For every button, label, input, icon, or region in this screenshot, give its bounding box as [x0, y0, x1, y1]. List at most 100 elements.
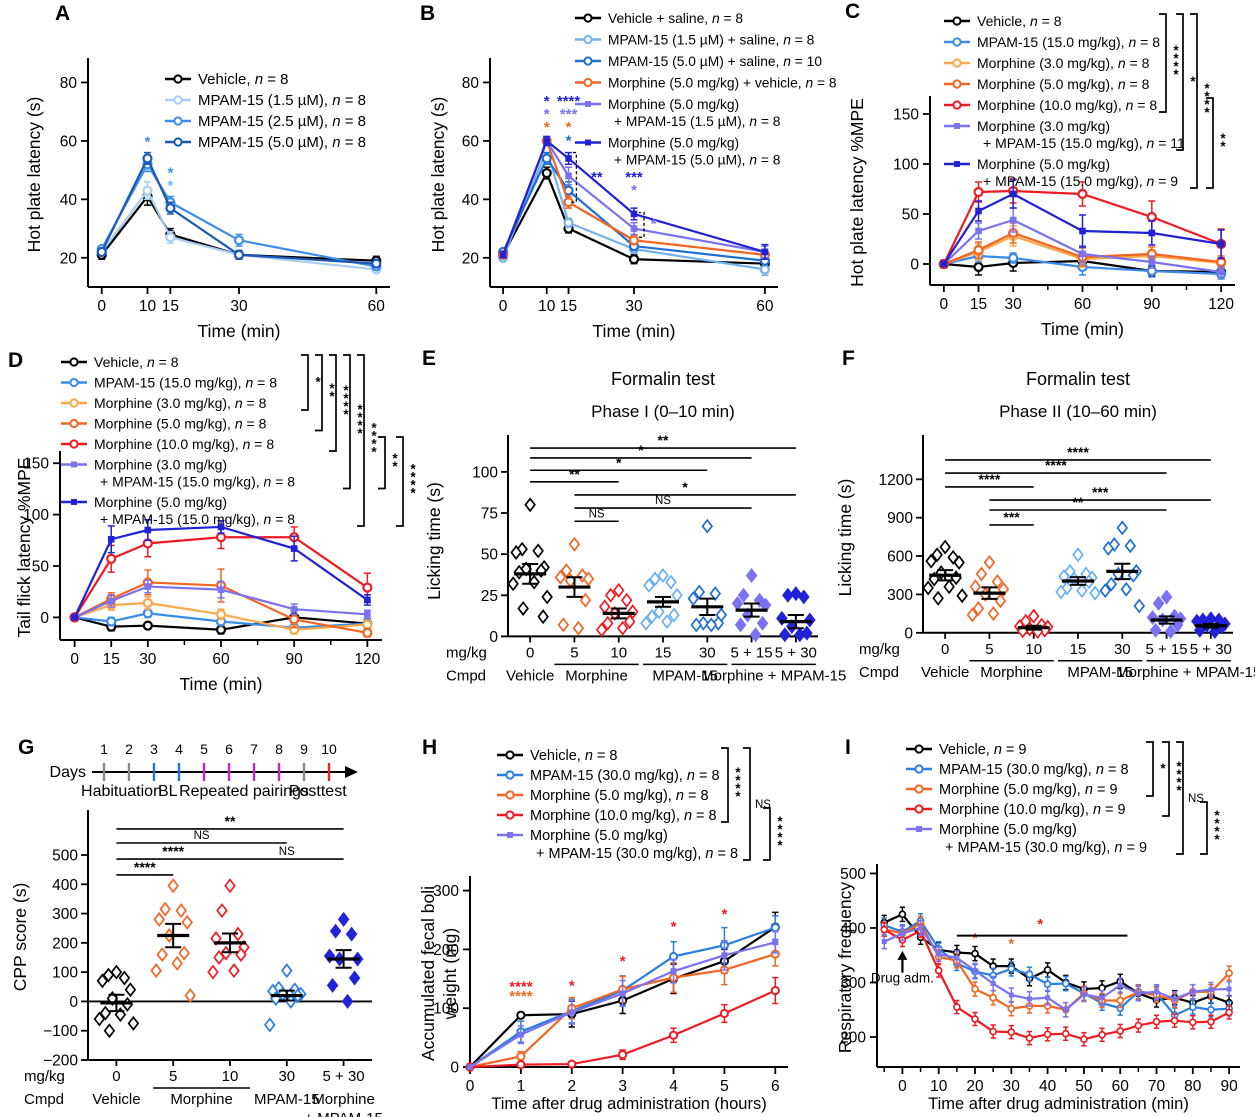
svg-text:mg/kg: mg/kg	[24, 1068, 65, 1085]
panel-B: 20 40 60 80 0 10 15 30 60 Hot plate latency (s) Ti…	[420, 0, 837, 345]
svg-text:30: 30	[139, 651, 157, 668]
svg-text:70: 70	[1148, 1078, 1166, 1095]
svg-text:*: *	[566, 132, 572, 149]
svg-text:*: *	[329, 389, 335, 404]
panel-F: 0 300 600 900 1200 Licking time (s) Formalin t…	[835, 345, 1255, 690]
svg-text:30: 30	[1005, 296, 1023, 313]
svg-text:200: 200	[52, 935, 78, 952]
svg-text:15: 15	[655, 644, 672, 661]
svg-text:Morphine (5.0 mg/kg), n = 9: Morphine (5.0 mg/kg), n = 9	[939, 782, 1118, 798]
svg-text:****: ****	[134, 859, 156, 875]
svg-text:60: 60	[1074, 296, 1092, 313]
svg-text:*: *	[329, 381, 335, 396]
svg-text:Tail flick latency %MPE: Tail flick latency %MPE	[14, 458, 34, 638]
svg-text:5 + 30: 5 + 30	[775, 644, 817, 661]
panel-letter-A: A	[55, 2, 71, 25]
svg-text:Morphine (5.0 mg/kg): Morphine (5.0 mg/kg)	[608, 97, 739, 112]
svg-text:Hot plate latency (s): Hot plate latency (s)	[428, 97, 448, 253]
series-4	[881, 920, 1232, 1018]
svg-text:1200: 1200	[879, 472, 914, 489]
svg-text:Morphine (10.0 mg/kg), n = 8: Morphine (10.0 mg/kg), n = 8	[94, 436, 274, 452]
svg-text:*: *	[1204, 105, 1210, 120]
svg-text:MPAM-15: MPAM-15	[254, 1091, 320, 1108]
svg-text:Morphine (5.0 mg/kg): Morphine (5.0 mg/kg)	[530, 828, 668, 844]
svg-text:*: *	[1176, 775, 1182, 790]
svg-text:*: *	[777, 814, 783, 829]
svg-text:*: *	[357, 402, 363, 417]
panel-letter-G: G	[18, 736, 35, 759]
svg-text:MPAM-15 (15.0 mg/kg), n = 8: MPAM-15 (15.0 mg/kg), n = 8	[94, 375, 277, 391]
svg-text:*: *	[1204, 89, 1210, 104]
svg-text:NS: NS	[655, 495, 671, 507]
svg-text:0: 0	[489, 629, 498, 646]
svg-text:MPAM-15: MPAM-15	[1067, 664, 1133, 681]
svg-text:*: *	[620, 953, 626, 970]
svg-text:5: 5	[570, 644, 578, 661]
svg-text:*: *	[544, 93, 550, 110]
svg-text:80: 80	[60, 75, 78, 92]
svg-text:0: 0	[40, 610, 49, 627]
svg-text:*: *	[616, 454, 622, 470]
group-labels: mg/kg Cmpd 0 5 10 15 30 5 + 15 5 + 30 Vehicle Morp…	[859, 641, 1255, 681]
svg-text:**: **	[591, 169, 603, 186]
svg-text:*: *	[1176, 767, 1182, 782]
svg-text:Cmpd: Cmpd	[859, 664, 899, 681]
svg-text:10: 10	[538, 298, 556, 315]
series-4	[467, 930, 779, 1070]
svg-text:150: 150	[23, 456, 49, 473]
svg-text:Time (min): Time (min)	[593, 321, 676, 341]
svg-text:NS: NS	[279, 846, 295, 858]
svg-text:+ MPAM-15 (30.0 mg/kg), n = 8: + MPAM-15 (30.0 mg/kg), n = 8	[536, 846, 738, 862]
svg-text:*: *	[1008, 936, 1014, 953]
svg-text:Posttest: Posttest	[289, 783, 347, 800]
svg-text:*: *	[357, 410, 363, 425]
svg-text:+ MPAM-15 (15.0 mg/kg), n = 8: + MPAM-15 (15.0 mg/kg), n = 8	[100, 474, 295, 490]
svg-text:40: 40	[462, 192, 480, 209]
svg-text:*: *	[410, 478, 416, 493]
chart-B: 20 40 60 80 0 10 15 30 60 Hot plate latency (s) Ti…	[428, 11, 837, 341]
svg-text:30: 30	[230, 298, 248, 315]
axes: 500 400 300 200 100 0 −100 −200	[43, 810, 372, 1070]
svg-text:90: 90	[1143, 296, 1161, 313]
svg-text:*: *	[371, 437, 377, 452]
svg-text:60: 60	[462, 133, 480, 150]
svg-text:500: 500	[840, 866, 866, 883]
mean-sem-bars	[929, 562, 1227, 631]
svg-text:15: 15	[560, 298, 577, 315]
svg-text:Vehicle, n = 8: Vehicle, n = 8	[977, 13, 1062, 29]
svg-text:*: *	[167, 164, 173, 181]
svg-text:*: *	[721, 906, 727, 923]
svg-text:0: 0	[466, 1078, 475, 1095]
mean-sem-bars	[100, 922, 360, 1013]
svg-text:*: *	[682, 479, 688, 495]
svg-text:Drug adm.: Drug adm.	[871, 970, 934, 985]
svg-text:*: *	[735, 773, 741, 788]
svg-text:****: ****	[509, 979, 533, 996]
svg-text:*: *	[544, 119, 550, 136]
panel-letter-F: F	[842, 347, 855, 370]
svg-text:500: 500	[52, 848, 78, 865]
legend: Vehicle, n = 8 MPAM-15 (15.0 mg/kg), n = …	[944, 13, 1226, 189]
axes: 0 50 100 150 0 15 30 60 90 120	[893, 96, 1235, 313]
drug-administration-marker: Drug adm.	[871, 950, 934, 985]
svg-text:90: 90	[1220, 1078, 1238, 1095]
svg-text:+ MPAM-15 (1.5 µM), n = 8: + MPAM-15 (1.5 µM), n = 8	[614, 114, 781, 129]
svg-text:*: *	[1204, 97, 1210, 112]
svg-text:15: 15	[103, 651, 120, 668]
series-5	[499, 135, 769, 260]
svg-text:MPAM-15 (2.5 µM), n = 8: MPAM-15 (2.5 µM), n = 8	[198, 113, 366, 130]
svg-text:30: 30	[278, 1068, 295, 1085]
svg-text:Morphine (5.0 mg/kg): Morphine (5.0 mg/kg)	[977, 156, 1110, 172]
svg-text:****: ****	[1067, 444, 1089, 460]
sig-bracket	[343, 354, 351, 490]
svg-text:30: 30	[1114, 641, 1131, 658]
svg-text:*: *	[1173, 51, 1179, 66]
sig-bracket	[396, 436, 404, 527]
dashed-bracket	[639, 211, 645, 238]
svg-text:2: 2	[125, 741, 133, 757]
dashed-bracket	[571, 151, 578, 203]
svg-text:**: **	[225, 813, 236, 829]
svg-text:1: 1	[517, 1078, 526, 1095]
